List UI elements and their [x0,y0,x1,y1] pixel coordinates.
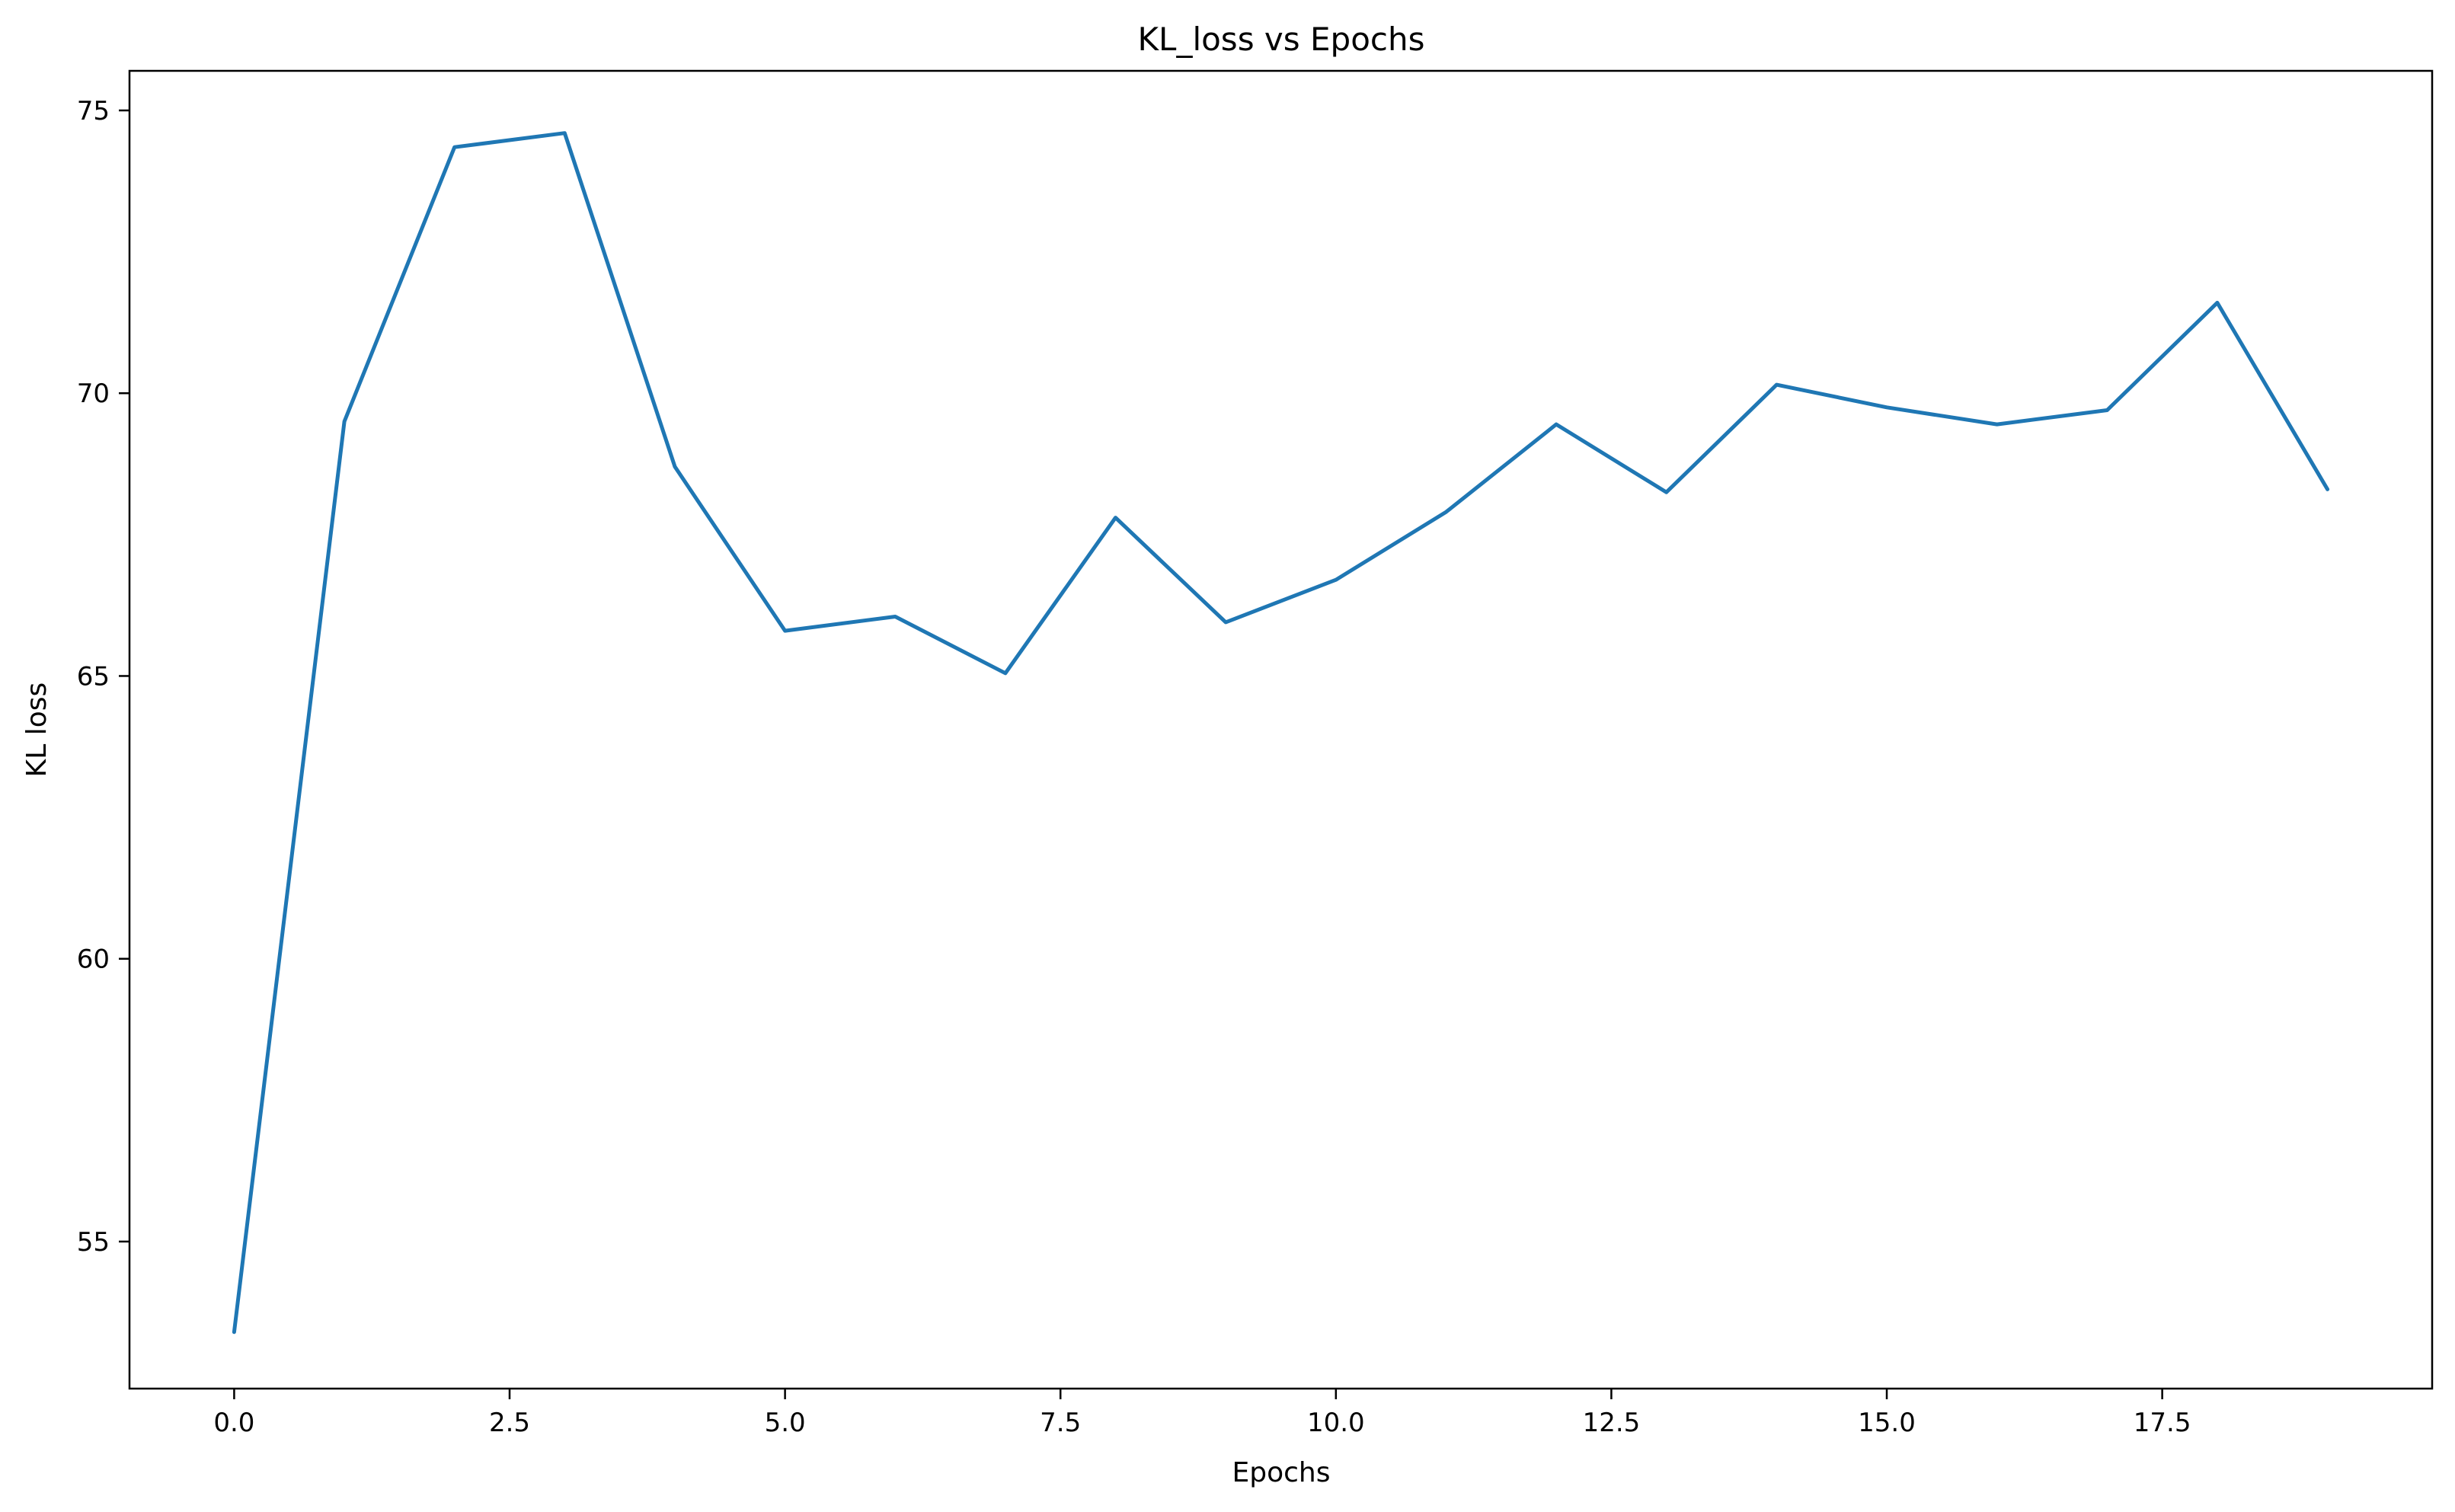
x-tick-label: 17.5 [2134,1408,2191,1438]
axes-frame [128,69,2434,1390]
x-tick-label: 0.0 [213,1408,254,1438]
y-axis: 55 60 65 70 75 [77,96,129,1258]
x-axis-label: Epochs [1232,1457,1331,1488]
x-axis: 0.0 2.5 5.0 7.5 10.0 12.5 15.0 17.5 [213,1389,2191,1438]
chart-title: KL_loss vs Epochs [1138,21,1425,58]
y-tick-label: 70 [77,379,110,409]
y-tick-label: 60 [77,945,110,975]
x-tick-label: 7.5 [1040,1408,1081,1438]
series-line [232,131,2330,1335]
x-tick-label: 12.5 [1583,1408,1641,1438]
x-tick-label: 2.5 [489,1408,530,1438]
plot-area [128,69,2434,1390]
x-tick-label: 15.0 [1858,1408,1916,1438]
x-tick-label: 10.0 [1307,1408,1365,1438]
y-axis-label: KL loss [21,682,53,778]
y-tick-label: 55 [77,1227,110,1258]
y-tick-label: 75 [77,96,110,126]
y-tick-label: 65 [77,661,110,692]
series-layer [232,131,2330,1335]
x-tick-label: 5.0 [765,1408,806,1438]
